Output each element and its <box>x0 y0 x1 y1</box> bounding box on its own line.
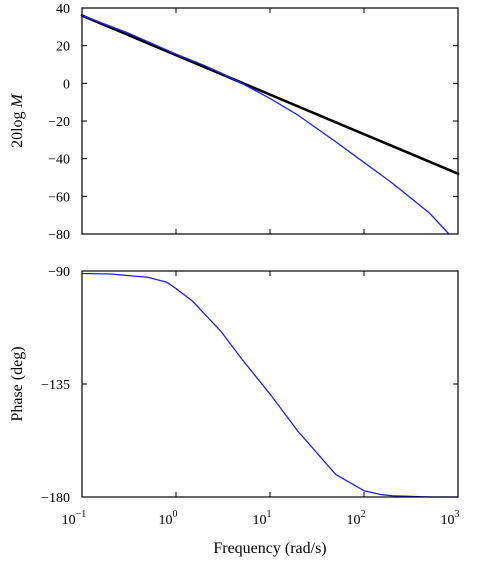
x-tick-label-exponent: 1 <box>267 509 272 520</box>
x-tick-label: 10−1 <box>62 509 87 528</box>
x-tick-label: 102 <box>347 509 366 528</box>
phase-plot-area <box>81 272 459 498</box>
x-tick-label-exponent: −1 <box>76 509 87 520</box>
magnitude-series-0-line <box>80 14 460 176</box>
magnitude-panel: 40 20 0 −20 −40 −60 −80 20log M <box>9 2 460 243</box>
x-tick-label-base: 10 <box>253 513 267 528</box>
magnitude-ytick-label: −80 <box>48 228 70 243</box>
phase-series-0-line <box>81 272 459 498</box>
x-tick-label-exponent: 0 <box>173 509 178 520</box>
x-tick-labels: 10−1 100 101 102 103 <box>62 509 460 528</box>
magnitude-ytick-label: −60 <box>48 190 70 205</box>
phase-axes-frame <box>81 270 459 498</box>
x-tick-label: 103 <box>441 509 460 528</box>
magnitude-y-axis-prefix: 20log <box>9 111 26 147</box>
magnitude-ytick-label: 0 <box>63 77 70 92</box>
magnitude-plot-area <box>80 14 460 235</box>
phase-ticks: −90 −135 −180 <box>41 265 459 506</box>
magnitude-series-1-line <box>81 14 450 235</box>
phase-ytick-label: −90 <box>48 265 70 280</box>
magnitude-ticks: 40 20 0 −20 −40 −60 −80 <box>48 2 459 243</box>
magnitude-ytick-label: 20 <box>56 40 70 55</box>
phase-y-axis-label: Phase (deg) <box>9 346 26 421</box>
magnitude-ytick-label: −40 <box>48 153 70 168</box>
x-tick-label-exponent: 3 <box>455 509 460 520</box>
magnitude-ytick-label: 40 <box>56 2 70 17</box>
magnitude-y-axis-var: M <box>9 92 26 108</box>
x-tick-label-base: 10 <box>62 513 76 528</box>
phase-ytick-label: −180 <box>41 491 70 506</box>
magnitude-y-axis-label: 20log M <box>9 92 26 147</box>
x-axis-label: Frequency (rad/s) <box>213 540 326 557</box>
magnitude-axes-frame <box>81 7 459 235</box>
phase-panel: −90−135−180 Phase (deg) 10−1 100 101 102 103… <box>9 265 460 557</box>
phase-ytick-label: −135 <box>41 378 70 393</box>
x-tick-label-exponent: 2 <box>361 509 366 520</box>
x-tick-label: 100 <box>159 509 178 528</box>
x-tick-label: 101 <box>253 509 272 528</box>
x-tick-label-base: 10 <box>347 513 361 528</box>
magnitude-ytick-label: −20 <box>48 115 70 130</box>
x-tick-label-base: 10 <box>441 513 455 528</box>
x-tick-label-base: 10 <box>159 513 173 528</box>
